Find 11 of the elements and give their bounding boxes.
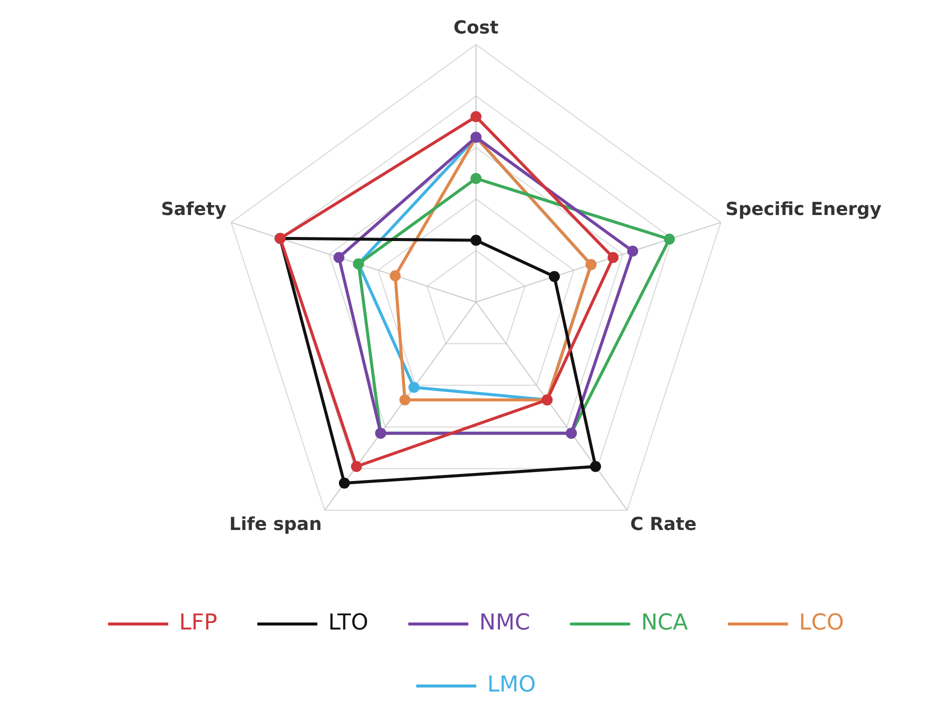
spoke-label: C Rate xyxy=(630,514,697,535)
legend-label: LCO xyxy=(798,610,844,636)
legend-label: LTO xyxy=(328,610,368,636)
legend-label: LMO xyxy=(487,672,536,698)
spoke-label: Specific Energy xyxy=(726,198,882,220)
spoke-label: Safety xyxy=(160,198,227,220)
spoke-label: Life span xyxy=(229,514,322,535)
spoke-label: Cost xyxy=(454,17,499,38)
legend-label: NCA xyxy=(641,610,688,636)
legend-label: NMC xyxy=(479,610,530,636)
legend-label: LFP xyxy=(179,610,218,636)
